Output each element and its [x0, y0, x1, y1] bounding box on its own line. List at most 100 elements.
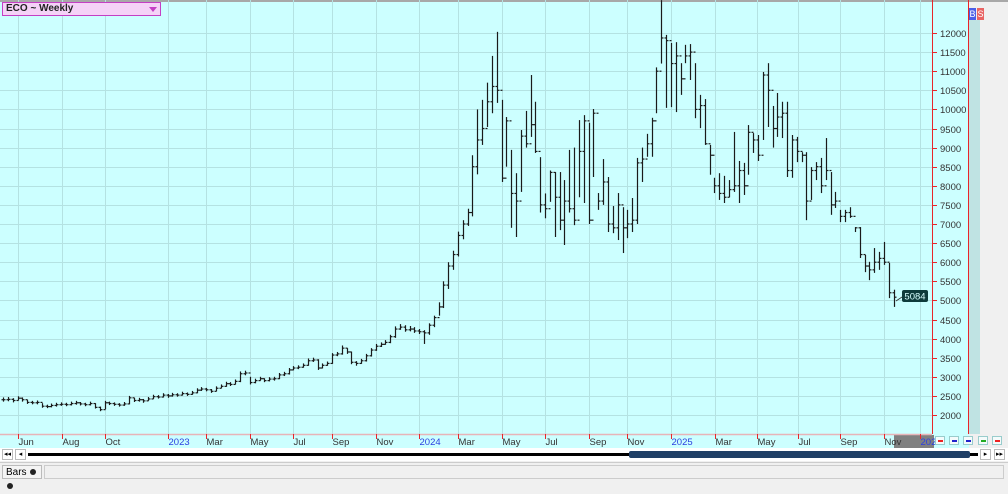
time-scrollbar[interactable]: ◂◂ ◂ ▸ ▸▸ [0, 448, 1008, 461]
ohlc-bar [209, 389, 214, 393]
ohlc-bar [766, 63, 771, 127]
ohlc-bar [606, 177, 611, 233]
dot-icon [30, 469, 37, 475]
ohlc-bar [596, 112, 601, 210]
ohlc-bar [785, 101, 790, 178]
price-axis-strip [969, 20, 980, 434]
ohlc-bar [161, 393, 166, 398]
ohlc-bar [412, 327, 417, 333]
double-right-icon[interactable]: ▸▸ [994, 449, 1005, 460]
ohlc-bar [379, 342, 384, 348]
ohlc-bar [669, 40, 674, 108]
left-icon[interactable]: ◂ [15, 449, 26, 460]
ohlc-bar [761, 71, 766, 156]
ohlc-bar [69, 401, 74, 406]
ohlc-bar [93, 402, 98, 409]
x-tick-label: Nov [377, 437, 394, 448]
chart-tool-button-2[interactable] [949, 436, 959, 445]
ohlc-bar [170, 392, 175, 397]
y-tick-label: 11000 [940, 67, 966, 78]
ohlc-bar [751, 131, 756, 153]
chart-tool-button-5[interactable] [992, 436, 1002, 445]
ohlc-bar [16, 396, 21, 402]
chart-tool-button-3[interactable] [963, 436, 973, 445]
sell-button[interactable]: S [977, 8, 984, 20]
ohlc-bar [509, 120, 514, 228]
ohlc-bar [228, 382, 233, 386]
ohlc-bar [838, 200, 843, 223]
ohlc-bar [529, 75, 534, 145]
y-tick-label: 4500 [940, 316, 961, 327]
ohlc-bar [717, 173, 722, 200]
ohlc-bar [645, 133, 650, 160]
right-icon[interactable]: ▸ [980, 449, 991, 460]
y-tick-label: 8500 [940, 163, 961, 174]
ohlc-bar [630, 198, 635, 233]
x-tick-label: Oct [106, 437, 121, 448]
x-tick-label: 2023 [169, 437, 190, 448]
x-tick-label: 2026 [921, 437, 942, 448]
symbol-period-dropdown[interactable]: ECO ~ Weekly [2, 2, 161, 16]
ohlc-bar [519, 130, 524, 202]
dash-icon [966, 440, 971, 442]
ohlc-bar [470, 155, 475, 217]
price-chart[interactable]: 2000 2500 3000 3500 4000 4500 5000 5500 6000 6500… [0, 0, 1008, 448]
ohlc-bar [640, 147, 645, 182]
ohlc-bar [272, 376, 277, 381]
ohlc-bar [572, 147, 577, 226]
ohlc-bar [771, 89, 776, 148]
ohlc-bar [25, 399, 30, 404]
ohlc-bar [64, 402, 69, 407]
ohlc-bar [437, 302, 442, 319]
scroll-track[interactable] [28, 453, 978, 456]
ohlc-bar [441, 281, 446, 309]
time-axis: Jun Aug Oct 2023 Mar May Jul Sep Nov 2024 Mar May Ju… [18, 434, 942, 448]
ohlc-bar [843, 209, 848, 223]
chart-tool-button-1[interactable] [935, 436, 945, 445]
ohlc-bar [195, 388, 200, 394]
ohlc-bar [166, 393, 171, 398]
ohlc-bar [558, 172, 563, 231]
x-tick-label: May [503, 437, 521, 448]
y-tick-label: 9500 [940, 125, 961, 136]
ohlc-bar [475, 109, 480, 175]
ohlc-bar [577, 120, 582, 221]
ohlc-bar [514, 173, 519, 237]
chart-tool-button-4[interactable] [978, 436, 988, 445]
ohlc-bar [180, 391, 185, 396]
ohlc-bar [708, 143, 713, 175]
scroll-thumb[interactable] [629, 451, 970, 458]
ohlc-bar [238, 371, 243, 383]
ohlc-bar [258, 376, 263, 382]
ohlc-bar [54, 402, 59, 407]
last-price-label: 5084 [904, 292, 925, 303]
ohlc-bar [345, 347, 350, 354]
price-axis: 2000 2500 3000 3500 4000 4500 5000 5500 6000 6500… [932, 29, 966, 422]
ohlc-bar [621, 204, 626, 254]
status-area [44, 465, 1004, 479]
last-price-box [902, 290, 928, 302]
ohlc-bar [11, 398, 16, 403]
ohlc-bar [369, 348, 374, 357]
ohlc-bar [107, 401, 112, 406]
y-tick-label: 7000 [940, 220, 961, 231]
x-tick-label: Mar [459, 437, 475, 448]
ohlc-bar [393, 326, 398, 338]
ohlc-bar [83, 402, 88, 407]
ohlc-bar [233, 379, 238, 386]
buy-button[interactable]: B [969, 8, 976, 20]
ohlc-bar [858, 227, 863, 258]
bars-tab[interactable]: Bars [2, 465, 42, 489]
ohlc-bar [277, 372, 282, 380]
double-left-icon[interactable]: ◂◂ [2, 449, 13, 460]
ohlc-bar [49, 403, 54, 408]
ohlc-bar [664, 34, 669, 108]
ohlc-bar [543, 193, 548, 219]
dash-icon [995, 440, 1000, 442]
ohlc-bar [703, 99, 708, 145]
x-tick-label: Jul [799, 437, 811, 448]
ohlc-bar [727, 180, 732, 198]
ohlc-bar [432, 315, 437, 328]
ohlc-bar [746, 125, 751, 187]
ohlc-bar [398, 324, 403, 330]
